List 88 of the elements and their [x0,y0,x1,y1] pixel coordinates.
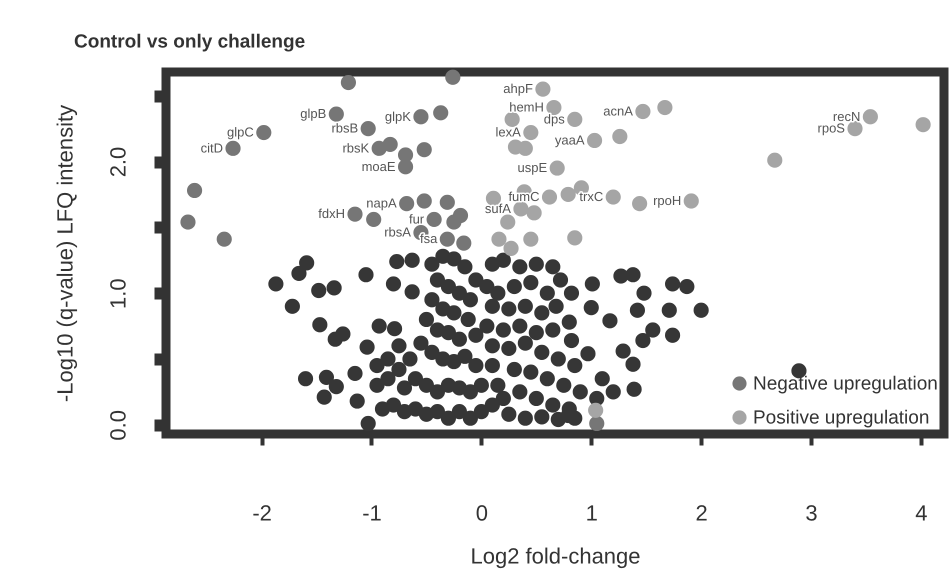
annotation: yaaA [554,132,585,148]
point [398,159,414,174]
x-tick-label: -2 [252,500,272,526]
point [382,136,398,152]
point [504,112,520,127]
point [456,236,472,251]
annotation: fsa [420,231,438,246]
point [632,196,648,212]
point [542,189,558,205]
x-tick-label: 3 [805,500,818,526]
point [445,70,460,85]
annotation: rpoH [653,193,682,208]
x-tick-label: 1 [586,500,598,526]
point [440,232,455,247]
point [433,105,448,120]
point [916,117,931,132]
point [523,232,538,247]
point [606,189,621,205]
point [413,109,429,124]
point [518,140,533,156]
legend-label: Negative upregulation [753,374,938,394]
x-tick-label: -1 [362,500,382,526]
point [560,186,576,202]
annotation: napA [366,196,397,211]
annotation: hemH [509,100,544,115]
chart-title: Control vs only challenge [74,32,306,53]
point [612,128,628,144]
point [847,121,863,136]
y-tick-label: 2.0 [106,146,130,178]
annotation: rbsA [384,224,412,240]
point [360,121,376,136]
point [523,124,538,140]
annotation: trxC [579,189,604,204]
point [588,402,604,418]
point [416,193,432,209]
x-axis-title: Log2 fold-change [470,544,641,568]
point [366,212,382,227]
point [567,230,582,246]
point [684,193,699,209]
point [503,240,519,256]
point [767,152,782,168]
annotation: glpK [384,108,412,124]
y-axis-title: -Log10 (q-value) LFQ intensity [52,104,78,402]
point [635,104,650,120]
point [452,208,468,224]
point [256,124,272,140]
annotation: citD [200,140,224,156]
annotation: fdxH [318,206,346,222]
point [340,74,356,90]
point [180,214,196,230]
point [328,106,344,122]
annotation: rbsK [342,140,370,156]
point [491,232,507,247]
y-tick-label: 0.0 [106,410,130,441]
point [546,100,562,116]
point [440,194,455,210]
point [862,109,878,124]
point [657,100,672,116]
point [550,160,565,176]
point [589,416,604,432]
annotation: glpC [227,124,254,140]
point [186,182,202,198]
y-tick-label: 1.0 [106,278,130,309]
x-tick-label: 4 [915,500,928,526]
annotation: uspE [518,160,548,176]
annotation: acnA [603,103,634,118]
point [535,82,550,97]
point [416,142,432,158]
annotation: ahpF [503,81,533,96]
point [225,140,241,156]
point [399,196,414,212]
point [586,132,602,148]
point [513,201,529,216]
point [567,112,582,127]
annotation: lexA [496,124,522,140]
annotation: glpB [300,106,326,122]
point [426,212,442,227]
legend-label: Positive upregulation [753,408,930,428]
annotation: rbsB [331,120,358,136]
annotation: dps [544,111,566,126]
x-tick-label: 2 [696,500,708,526]
annotation: moaE [362,158,396,174]
point [347,206,363,222]
point [500,214,516,230]
point [526,205,542,220]
annotation: fur [408,211,425,226]
x-tick-label: 0 [476,500,488,526]
point [216,232,232,247]
